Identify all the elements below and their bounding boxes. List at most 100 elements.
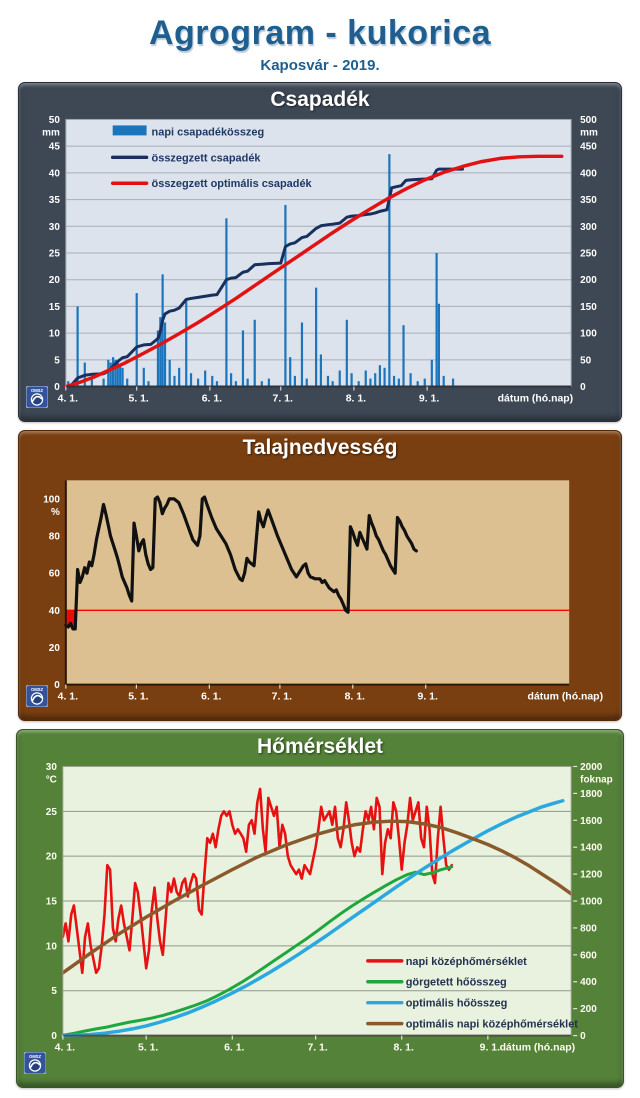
omsz-logo-icon: OMSZ — [26, 386, 48, 408]
page-title: Agrogram - kukorica — [148, 14, 492, 52]
svg-text:50: 50 — [49, 115, 61, 126]
omsz-logo-icon: OMSZ — [26, 685, 48, 707]
svg-text:7. 1.: 7. 1. — [272, 692, 292, 703]
omsz-logo-icon: OMSZ — [24, 1052, 46, 1074]
svg-text:400: 400 — [580, 168, 597, 179]
svg-text:°C: °C — [46, 774, 57, 785]
page-header: Agrogram - kukorica Kaposvár - 2019. — [0, 0, 640, 74]
svg-text:150: 150 — [580, 302, 597, 313]
svg-text:100: 100 — [43, 494, 60, 505]
precipitation-title: Csapadék — [270, 88, 370, 111]
chart-legend: napi középhőmérséklet görgetett hőösszeg o… — [366, 956, 579, 1031]
svg-text:25: 25 — [49, 248, 61, 259]
svg-text:60: 60 — [49, 569, 61, 580]
omsz-logo: OMSZ — [26, 685, 48, 707]
svg-text:4. 1.: 4. 1. — [58, 394, 78, 405]
soil-moisture-chart: 0 20 40 60 80 100% 4. 1. 5. 1. 6. 1. 7. 1. 8. 1. 9.… — [43, 480, 603, 703]
svg-text:4. 1.: 4. 1. — [55, 1043, 75, 1054]
svg-text:10: 10 — [46, 941, 58, 952]
svg-text:200: 200 — [580, 275, 597, 286]
svg-text:80: 80 — [49, 532, 61, 543]
svg-text:mm: mm — [42, 127, 60, 138]
svg-text:0: 0 — [580, 1031, 586, 1042]
axis-labels: 05101520253035404550mm050100150200250300… — [42, 115, 598, 405]
svg-text:görgetett hőösszeg: görgetett hőösszeg — [406, 977, 507, 989]
svg-text:350: 350 — [580, 195, 597, 206]
svg-text:450: 450 — [580, 142, 597, 153]
series-line-1 — [64, 167, 465, 389]
axis-labels: 0 20 40 60 80 100% 4. 1. 5. 1. 6. 1. 7. 1. 8. 1. 9.… — [43, 494, 438, 702]
svg-text:1400: 1400 — [580, 843, 603, 854]
temperature-chart: 0 5 10 15 20 25 30°C 0 200 400 600 800 1000 1200 1400 1… — [46, 762, 613, 1054]
svg-text:0: 0 — [54, 680, 60, 691]
svg-text:20: 20 — [49, 643, 61, 654]
x-axis-title: dátum (hó.nap) — [500, 1043, 575, 1054]
soil-moisture-title: Talajnedvesség — [242, 436, 398, 459]
svg-text:napi középhőmérséklet: napi középhőmérséklet — [406, 956, 527, 968]
svg-text:1200: 1200 — [580, 870, 603, 881]
svg-text:15: 15 — [49, 302, 61, 313]
x-axis-title: dátum (hó.nap) — [498, 394, 573, 405]
svg-text:400: 400 — [580, 977, 597, 988]
temperature-panel: Hőmérséklet 0 5 10 15 20 25 30 °C 0 200 400 600 800 1… — [16, 729, 624, 1088]
svg-text:250: 250 — [580, 248, 597, 259]
svg-text:7. 1.: 7. 1. — [307, 1043, 327, 1054]
svg-text:OMSZ: OMSZ — [29, 1054, 42, 1059]
chart-legend: napi csapadékösszeg összegzett csapadék ös… — [110, 125, 313, 190]
svg-text:1600: 1600 — [580, 816, 603, 827]
svg-text:40: 40 — [49, 168, 61, 179]
svg-text:10: 10 — [49, 329, 61, 340]
svg-text:1800: 1800 — [580, 789, 603, 800]
gridlines — [62, 810, 572, 992]
svg-text:45: 45 — [49, 142, 61, 153]
svg-text:30: 30 — [46, 762, 58, 773]
axis-labels: 0 5 10 15 20 25 30°C 0 200 400 600 800 1000 1200 1400 1… — [46, 762, 613, 1054]
svg-text:8. 1.: 8. 1. — [345, 692, 365, 703]
soil-moisture-panel: Talajnedvesség 0 20 40 60 80 100% 4. 1. 5. 1. 6.… — [18, 430, 622, 721]
svg-text:8. 1.: 8. 1. — [394, 1043, 414, 1054]
svg-text:5: 5 — [51, 986, 57, 997]
svg-text:5. 1.: 5. 1. — [128, 692, 148, 703]
series-line-0 — [61, 787, 454, 975]
svg-text:30: 30 — [49, 222, 61, 233]
page-subtitle: Kaposvár - 2019. — [260, 57, 380, 74]
svg-text:600: 600 — [580, 950, 597, 961]
svg-text:1000: 1000 — [580, 897, 603, 908]
svg-text:5. 1.: 5. 1. — [138, 1043, 158, 1054]
svg-text:optimális napi középhőmérsékle: optimális napi középhőmérséklet — [406, 1019, 579, 1031]
series-line-2 — [64, 154, 564, 389]
svg-text:5. 1.: 5. 1. — [129, 394, 149, 405]
svg-text:OMSZ: OMSZ — [31, 388, 44, 393]
series-line-0 — [64, 495, 418, 631]
svg-text:OMSZ: OMSZ — [31, 687, 44, 692]
svg-text:15: 15 — [46, 897, 58, 908]
svg-text:300: 300 — [580, 222, 597, 233]
svg-text:50: 50 — [580, 355, 592, 366]
svg-text:2000: 2000 — [580, 762, 603, 773]
omsz-logo: OMSZ — [24, 1052, 46, 1074]
talajnedvesseg-plot-area — [65, 480, 570, 685]
svg-text:foknap: foknap — [580, 774, 613, 785]
series-line-1 — [61, 865, 454, 1037]
svg-text:9. 1.: 9. 1. — [480, 1043, 500, 1054]
svg-text:0: 0 — [51, 1031, 57, 1042]
svg-text:40: 40 — [49, 606, 61, 617]
svg-text:6. 1.: 6. 1. — [202, 394, 222, 405]
precipitation-chart: 05101520253035404550mm050100150200250300… — [42, 115, 598, 405]
svg-text:optimális hőösszeg: optimális hőösszeg — [406, 998, 508, 1010]
series-line-3 — [61, 819, 573, 975]
svg-text:összegzett optimális csapadék: összegzett optimális csapadék — [152, 178, 313, 190]
svg-text:0: 0 — [580, 382, 586, 393]
temperature-title: Hőmérséklet — [256, 735, 384, 758]
svg-text:6. 1.: 6. 1. — [201, 692, 221, 703]
precipitation-panel: Csapadék 0 5 10 15 20 25 30 35 40 45 50 mm 0 50 100 150… — [18, 82, 622, 422]
svg-text:8. 1.: 8. 1. — [346, 394, 366, 405]
svg-text:6. 1.: 6. 1. — [224, 1043, 244, 1054]
svg-text:%: % — [51, 507, 60, 518]
svg-text:mm: mm — [580, 127, 598, 138]
svg-text:100: 100 — [580, 329, 597, 340]
svg-text:35: 35 — [49, 195, 61, 206]
svg-text:4. 1.: 4. 1. — [58, 692, 78, 703]
svg-text:összegzett csapadék: összegzett csapadék — [152, 152, 262, 164]
svg-text:7. 1.: 7. 1. — [273, 394, 293, 405]
